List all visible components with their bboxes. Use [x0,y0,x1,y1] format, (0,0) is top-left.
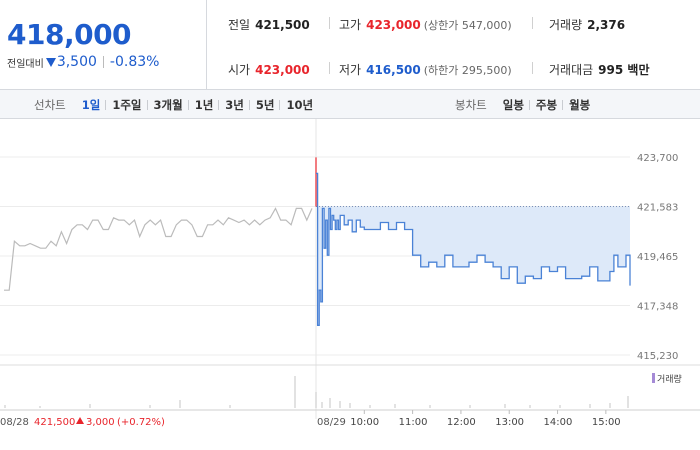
stat-sub: (상한가 547,000) [423,19,512,32]
prev-change-rate-info: (+0.72%) [117,417,165,428]
stat-prev-close: 전일 421,500 [228,16,310,33]
today-area-fill [316,173,630,326]
y-tick-label: 415,230 [637,351,678,362]
period-3m[interactable]: 3개월 [146,97,189,113]
candle-daily[interactable]: 일봉 [502,97,524,112]
x-tick-label: 08/28 [0,417,29,428]
price-chart[interactable]: 423,700 421,583 419,465 417,348 415,230 거래량 08… [0,119,700,450]
price-summary: 418,000 전일대비 3,500 -0.83% [0,0,207,90]
candle-chart-periods: 봉차트 일봉 주봉 월봉 [455,90,596,119]
period-1y[interactable]: 1년 [187,97,220,113]
stat-sub: (하한가 295,500) [423,64,512,77]
x-tick-label: 14:00 [544,417,573,428]
y-tick-label: 423,700 [637,153,678,164]
quote-header: 418,000 전일대비 3,500 -0.83% 전일 421,500 고가 42… [0,0,700,90]
change-label: 전일대비 [7,58,44,70]
stat-label: 저가 [339,63,362,77]
change-rate: -0.83% [109,54,160,70]
candle-chart-title: 봉차트 [455,97,487,112]
change-row: 전일대비 3,500 -0.83% [7,54,159,70]
stat-high: 고가 423,000 (상한가 547,000) [339,16,512,33]
down-triangle-icon [45,57,56,67]
x-tick-label: 12:00 [447,417,476,428]
stat-value: 423,000 [366,18,421,32]
x-tick-label: 11:00 [399,417,428,428]
change-value: 3,500 [56,54,97,70]
divider [532,17,533,29]
current-price: 418,000 [7,18,132,51]
stat-low: 저가 416,500 (하한가 295,500) [339,61,512,78]
stat-value: 2,376 [587,18,626,32]
stat-label: 시가 [228,63,251,77]
chart-toolbar: 선차트 1일 1주일 3개월 1년 3년 5년 10년 봉차트 일봉 주봉 월봉 [0,90,700,119]
prev-close-info: 421,500 [34,417,75,428]
divider [102,56,104,68]
y-tick-label: 421,583 [637,202,678,213]
y-tick-label: 417,348 [637,301,678,312]
line-chart-periods: 선차트 1일 1주일 3개월 1년 3년 5년 10년 [34,90,319,119]
prev-day-line [4,207,313,291]
stat-label: 전일 [228,18,251,32]
line-chart-title: 선차트 [34,97,66,112]
divider [329,62,330,74]
stat-label: 고가 [339,18,362,32]
x-tick-label: 10:00 [350,417,379,428]
x-tick-label: 15:00 [592,417,621,428]
stats-grid: 전일 421,500 고가 423,000 (상한가 547,000) 거래량 2,37… [207,0,700,90]
stat-value: 423,000 [255,63,310,77]
divider [532,62,533,74]
stat-value: 416,500 [366,63,421,77]
x-tick-label: 13:00 [495,417,524,428]
period-3y[interactable]: 3년 [218,97,250,113]
up-triangle-icon [76,417,84,424]
stat-volume: 거래량 2,376 [549,16,625,33]
stat-amount: 거래대금 995 백만 [549,61,649,78]
divider [329,17,330,29]
candle-weekly[interactable]: 주봉 [528,97,563,113]
x-tick-label: 08/29 [317,417,346,428]
stats-row: 시가 423,000 저가 416,500 (하한가 295,500) 거래대금 995… [207,45,700,90]
stat-label: 거래량 [549,18,583,32]
stats-row: 전일 421,500 고가 423,000 (상한가 547,000) 거래량 2,37… [207,0,700,45]
prev-change-info: 3,000 [86,417,115,428]
today-line [316,172,631,326]
period-1w[interactable]: 1주일 [105,97,147,113]
stat-value: 995 백만 [598,63,650,77]
candle-monthly[interactable]: 월봉 [562,97,596,113]
stat-label: 거래대금 [549,63,594,77]
stat-value: 421,500 [255,18,310,32]
volume-legend-label: 거래량 [657,373,682,385]
period-1d[interactable]: 1일 [81,97,101,112]
stat-open: 시가 423,000 [228,61,310,78]
period-10y[interactable]: 10년 [279,97,319,113]
y-tick-label: 419,465 [637,252,678,263]
volume-legend-swatch [652,373,655,383]
period-5y[interactable]: 5년 [248,97,281,113]
